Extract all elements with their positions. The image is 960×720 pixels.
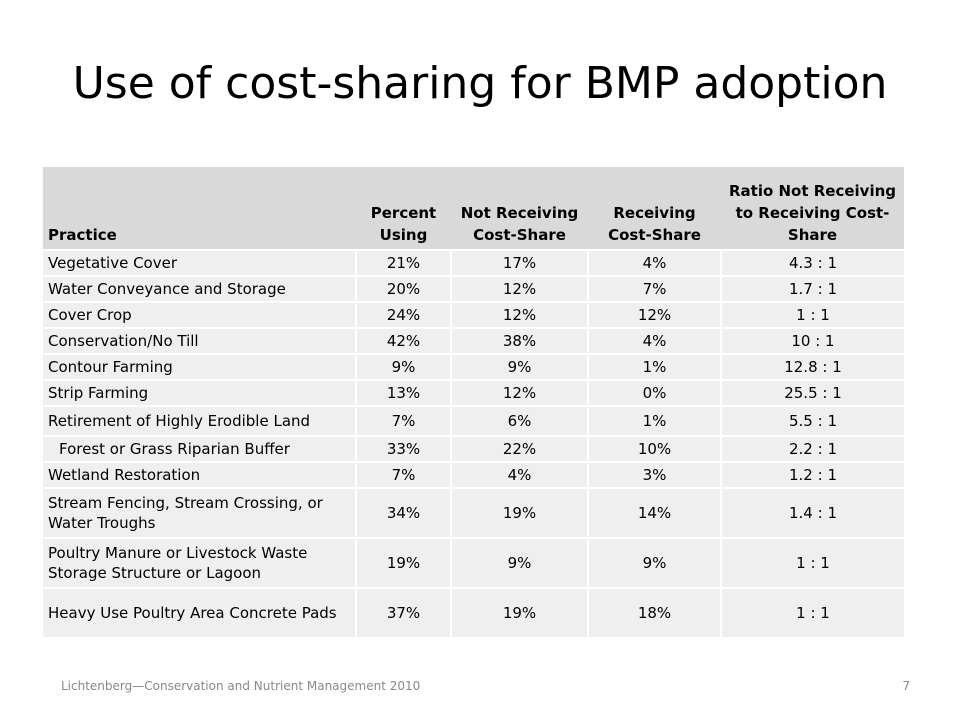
percent-using-cell: 24% <box>355 301 451 328</box>
percent-using-cell: 7% <box>355 461 451 488</box>
ratio-cell: 5.5 : 1 <box>720 405 904 436</box>
percent-using-cell: 19% <box>355 537 451 588</box>
not-receiving-cell: 9% <box>450 353 588 380</box>
table-row: Strip Farming 13% 12% 0% 25.5 : 1 <box>43 379 904 406</box>
ratio-cell: 4.3 : 1 <box>720 249 904 276</box>
table-row: Water Conveyance and Storage 20% 12% 7% … <box>43 275 904 302</box>
not-receiving-cell: 38% <box>450 327 588 354</box>
not-receiving-cell: 12% <box>450 275 588 302</box>
column-header-ratio: Ratio Not Receiving to Receiving Cost-Sh… <box>721 167 904 251</box>
percent-using-cell: 42% <box>355 327 451 354</box>
column-header-receiving: Receiving Cost-Share <box>588 167 721 251</box>
percent-using-cell: 37% <box>355 587 451 637</box>
receiving-cell: 9% <box>587 537 721 588</box>
percent-using-cell: 34% <box>355 487 451 538</box>
column-header-practice: Practice <box>43 167 356 251</box>
ratio-cell: 25.5 : 1 <box>720 379 904 406</box>
practice-cell: Vegetative Cover <box>43 249 356 276</box>
not-receiving-cell: 19% <box>450 487 588 538</box>
page-number: 7 <box>902 679 910 693</box>
practice-cell: Water Conveyance and Storage <box>43 275 356 302</box>
practice-cell: Conservation/No Till <box>43 327 356 354</box>
percent-using-cell: 9% <box>355 353 451 380</box>
not-receiving-cell: 12% <box>450 301 588 328</box>
receiving-cell: 14% <box>587 487 721 538</box>
practice-cell: Retirement of Highly Erodible Land <box>43 405 356 436</box>
ratio-cell: 10 : 1 <box>720 327 904 354</box>
percent-using-cell: 33% <box>355 435 451 462</box>
slide-title: Use of cost-sharing for BMP adoption <box>72 58 888 109</box>
receiving-cell: 10% <box>587 435 721 462</box>
receiving-cell: 3% <box>587 461 721 488</box>
receiving-cell: 0% <box>587 379 721 406</box>
receiving-cell: 18% <box>587 587 721 637</box>
not-receiving-cell: 12% <box>450 379 588 406</box>
practice-cell: Contour Farming <box>43 353 356 380</box>
column-header-not-receiving: Not Receiving Cost-Share <box>451 167 588 251</box>
percent-using-cell: 20% <box>355 275 451 302</box>
percent-using-cell: 21% <box>355 249 451 276</box>
table-row: Stream Fencing, Stream Crossing, or Wate… <box>43 487 904 538</box>
table-row: Cover Crop 24% 12% 12% 1 : 1 <box>43 301 904 328</box>
column-header-percent-using: Percent Using <box>356 167 451 251</box>
ratio-cell: 1 : 1 <box>720 587 904 637</box>
table-row: Conservation/No Till 42% 38% 4% 10 : 1 <box>43 327 904 354</box>
ratio-cell: 1.7 : 1 <box>720 275 904 302</box>
practice-cell: Strip Farming <box>43 379 356 406</box>
receiving-cell: 4% <box>587 327 721 354</box>
table-header-row: Practice Percent Using Not Receiving Cos… <box>43 167 904 251</box>
ratio-cell: 1.2 : 1 <box>720 461 904 488</box>
not-receiving-cell: 19% <box>450 587 588 637</box>
practice-cell: Forest or Grass Riparian Buffer <box>43 435 356 462</box>
percent-using-cell: 13% <box>355 379 451 406</box>
practice-cell: Stream Fencing, Stream Crossing, or Wate… <box>43 487 356 538</box>
ratio-cell: 2.2 : 1 <box>720 435 904 462</box>
table-row: Vegetative Cover 21% 17% 4% 4.3 : 1 <box>43 249 904 276</box>
not-receiving-cell: 22% <box>450 435 588 462</box>
not-receiving-cell: 17% <box>450 249 588 276</box>
receiving-cell: 7% <box>587 275 721 302</box>
not-receiving-cell: 6% <box>450 405 588 436</box>
cost-share-table: Practice Percent Using Not Receiving Cos… <box>43 167 904 637</box>
table-row: Heavy Use Poultry Area Concrete Pads 37%… <box>43 587 904 637</box>
practice-cell: Cover Crop <box>43 301 356 328</box>
percent-using-cell: 7% <box>355 405 451 436</box>
ratio-cell: 1 : 1 <box>720 301 904 328</box>
receiving-cell: 12% <box>587 301 721 328</box>
not-receiving-cell: 4% <box>450 461 588 488</box>
table-row: Retirement of Highly Erodible Land 7% 6%… <box>43 405 904 436</box>
practice-cell: Wetland Restoration <box>43 461 356 488</box>
receiving-cell: 1% <box>587 405 721 436</box>
receiving-cell: 1% <box>587 353 721 380</box>
table-row: Wetland Restoration 7% 4% 3% 1.2 : 1 <box>43 461 904 488</box>
not-receiving-cell: 9% <box>450 537 588 588</box>
table-row: Poultry Manure or Livestock Waste Storag… <box>43 537 904 588</box>
slide-footer: Lichtenberg—Conservation and Nutrient Ma… <box>61 679 421 693</box>
receiving-cell: 4% <box>587 249 721 276</box>
practice-cell: Poultry Manure or Livestock Waste Storag… <box>43 537 356 588</box>
table-row: Forest or Grass Riparian Buffer 33% 22% … <box>43 435 904 462</box>
ratio-cell: 12.8 : 1 <box>720 353 904 380</box>
practice-cell: Heavy Use Poultry Area Concrete Pads <box>43 587 356 637</box>
table-row: Contour Farming 9% 9% 1% 12.8 : 1 <box>43 353 904 380</box>
ratio-cell: 1 : 1 <box>720 537 904 588</box>
ratio-cell: 1.4 : 1 <box>720 487 904 538</box>
